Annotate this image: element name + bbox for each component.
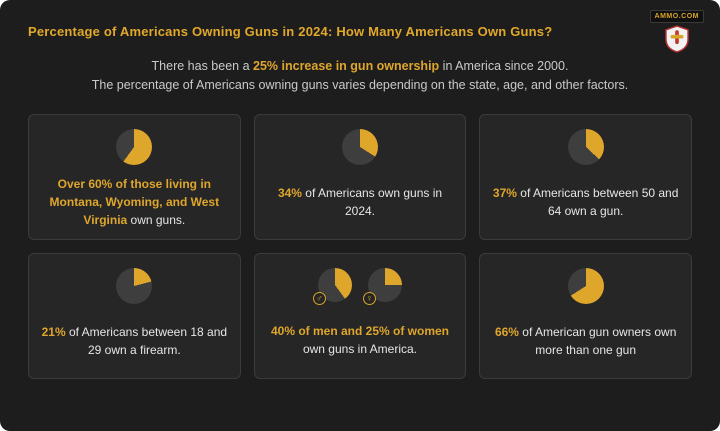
stat-rest: own guns.	[127, 212, 186, 227]
male-icon: ♂	[312, 291, 326, 305]
ammo-logo-text: AMMO.COM	[649, 10, 704, 23]
intro-text: There has been a 25% increase in gun own…	[28, 57, 692, 96]
stat-text: 34% of Americans own guns in 2024.	[265, 184, 456, 220]
stat-card-overall-2024: 34% of Americans own guns in 2024.	[253, 113, 467, 240]
stat-rest: of American gun owners own more than one…	[518, 324, 677, 357]
pie-chart-multiple-guns	[567, 267, 604, 304]
pie-chart-age-18-29	[116, 267, 153, 304]
stat-text: 40% of men and 25% of women own guns in …	[265, 322, 456, 358]
stat-text: 37% of Americans between 50 and 64 own a…	[490, 184, 681, 220]
stat-highlight: 66%	[494, 324, 519, 339]
page-title: Percentage of Americans Owning Guns in 2…	[28, 24, 553, 39]
intro-line-2: The percentage of Americans owning guns …	[91, 78, 629, 93]
stat-highlight: 21%	[41, 324, 66, 339]
stat-highlight: 40% of men and 25% of women	[270, 323, 450, 338]
stat-rest: of Americans between 50 and 64 own a gun…	[516, 185, 679, 218]
female-icon: ♀	[362, 291, 376, 305]
stat-card-age-50-64: 37% of Americans between 50 and 64 own a…	[479, 113, 692, 240]
ammo-shield-icon	[664, 25, 689, 58]
stat-card-age-18-29: 21% of Americans between 18 and 29 own a…	[28, 252, 241, 379]
stat-card-grid: Over 60% of those living in Montana, Wyo…	[28, 113, 692, 379]
intro-line-1: There has been a 25% increase in gun own…	[28, 57, 692, 76]
stat-highlight: 34%	[277, 185, 302, 200]
stat-card-state-ownership: Over 60% of those living in Montana, Wyo…	[28, 113, 241, 240]
intro-line-1-highlight: 25% increase in gun ownership	[253, 59, 440, 73]
stat-rest: own guns in America.	[302, 341, 418, 356]
gender-pie-row: ♂ ♀	[312, 267, 402, 305]
stat-card-gender: ♂ ♀ 40% of men and 25% of women own guns…	[253, 252, 467, 379]
stat-highlight: 37%	[492, 185, 517, 200]
pie-wrap-women: ♀	[362, 267, 402, 305]
pie-chart-overall-2024	[341, 128, 378, 165]
stat-text: Over 60% of those living in Montana, Wyo…	[39, 175, 230, 229]
pie-chart-age-50-64	[567, 128, 604, 165]
pie-wrap-men: ♂	[312, 267, 352, 305]
stat-rest: of Americans own guns in 2024.	[301, 185, 443, 218]
pie-chart-state-ownership	[116, 128, 153, 165]
intro-line-1-pre: There has been a	[151, 59, 254, 73]
stat-text: 66% of American gun owners own more than…	[490, 323, 681, 359]
ammo-logo[interactable]: AMMO.COM	[649, 10, 704, 58]
stat-highlight: Over 60% of those living in Montana, Wyo…	[49, 176, 220, 227]
stat-card-multiple-guns: 66% of American gun owners own more than…	[479, 252, 692, 379]
stat-rest: of Americans between 18 and 29 own a fir…	[65, 324, 228, 357]
stat-text: 21% of Americans between 18 and 29 own a…	[39, 323, 230, 359]
intro-line-1-post: in America since 2000.	[439, 59, 569, 73]
